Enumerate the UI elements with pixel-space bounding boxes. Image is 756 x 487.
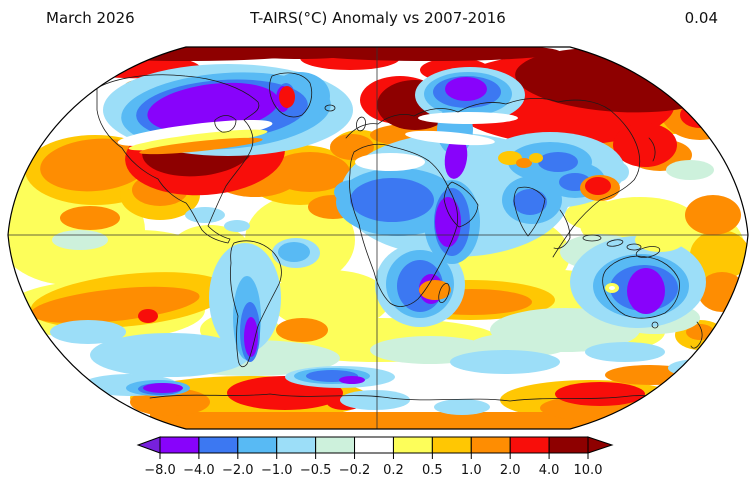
colorbar-tick-label: −0.5 bbox=[300, 463, 332, 478]
figure-title: T-AIRS(°C) Anomaly vs 2007-2016 bbox=[250, 9, 506, 27]
colorbar-tick-label: 0.5 bbox=[422, 463, 443, 478]
colorbar-tick-label: 10.0 bbox=[574, 463, 603, 478]
colorbar-segment bbox=[470, 436, 511, 454]
colorbar-segment bbox=[159, 436, 200, 454]
anomaly-field bbox=[8, 47, 748, 429]
colorbar-tick-label: 0.2 bbox=[383, 463, 404, 478]
map-boundary bbox=[7, 46, 749, 430]
colorbar-tick-label: −0.2 bbox=[339, 463, 371, 478]
colorbar-segment bbox=[354, 436, 394, 454]
global-mean-value: 0.04 bbox=[684, 9, 718, 27]
colorbar-tick-label: 4.0 bbox=[539, 463, 560, 478]
colorbar-over-arrow bbox=[587, 436, 614, 454]
colorbar-segment bbox=[315, 436, 356, 454]
colorbar-segment bbox=[237, 436, 278, 454]
colorbar-segment bbox=[276, 436, 317, 454]
colorbar-segment bbox=[548, 436, 589, 454]
colorbar-tick-label: −1.0 bbox=[261, 463, 293, 478]
colorbar-segment bbox=[431, 436, 472, 454]
colorbar-segment bbox=[198, 436, 239, 454]
anomaly-colorbar: −8.0 −4.0 −2.0 −1.0 −0.5 −0.2 0.2 0.5 1.0 2.0 4.0 1… bbox=[136, 436, 614, 478]
colorbar-segment bbox=[509, 436, 550, 454]
colorbar-tick-label: −4.0 bbox=[183, 463, 215, 478]
graticule-lines bbox=[8, 47, 748, 429]
colorbar-tick-label: −2.0 bbox=[222, 463, 254, 478]
period-label: March 2026 bbox=[46, 9, 135, 27]
colorbar-tick-label: −8.0 bbox=[144, 463, 176, 478]
colorbar-tick-label: 1.0 bbox=[461, 463, 482, 478]
colorbar-under-arrow bbox=[136, 436, 161, 454]
coastlines bbox=[96, 72, 703, 404]
colorbar-tick-label: 2.0 bbox=[500, 463, 521, 478]
colorbar-segment bbox=[392, 436, 433, 454]
